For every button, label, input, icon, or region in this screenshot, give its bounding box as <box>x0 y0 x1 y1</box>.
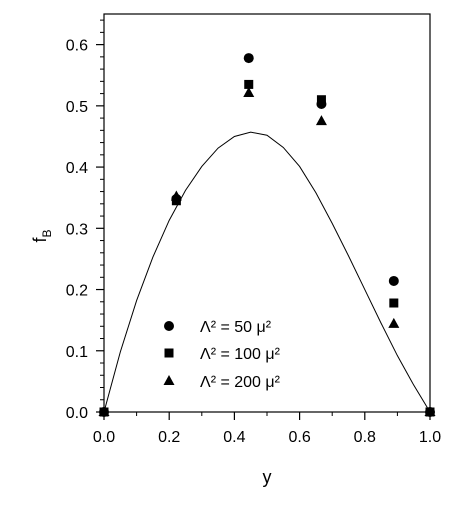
x-axis-ticks <box>103 412 431 420</box>
y-axis-tick-labels: 0.0 0.1 0.2 0.3 0.4 0.5 0.6 <box>66 38 88 422</box>
legend-label: Λ² = 200 μ² <box>200 374 281 391</box>
y-tick-label: 0.3 <box>66 221 88 238</box>
x-axis-title: y <box>263 467 272 487</box>
y-axis-title-subscript: B <box>40 229 54 237</box>
data-point-square <box>389 298 399 308</box>
legend-label: Λ² = 100 μ² <box>200 346 281 363</box>
legend: Λ² = 50 μ² Λ² = 100 μ² Λ² = 200 μ² <box>163 319 281 391</box>
data-point-triangle <box>315 115 327 126</box>
legend-label: Λ² = 50 μ² <box>200 319 272 336</box>
x-axis-tick-labels: 0.0 0.2 0.4 0.6 0.8 1.0 <box>93 429 441 446</box>
x-tick-label: 0.0 <box>93 429 115 446</box>
curve-layer <box>103 131 431 413</box>
data-point-triangle <box>424 406 436 416</box>
x-tick-label: 0.2 <box>158 429 180 446</box>
model-curve <box>103 131 431 413</box>
x-tick-label: 0.8 <box>354 429 376 446</box>
data-point-square <box>244 79 254 89</box>
y-axis-title-main: f <box>30 237 50 243</box>
data-point-triangle <box>170 190 182 201</box>
x-tick-label: 0.4 <box>223 429 245 446</box>
legend-marker-circle <box>164 321 174 331</box>
data-point-triangle <box>388 317 400 328</box>
y-tick-label: 0.1 <box>66 344 88 361</box>
y-tick-label: 0.6 <box>66 38 88 55</box>
x-tick-label: 1.0 <box>419 429 441 446</box>
y-tick-label: 0.4 <box>66 160 88 177</box>
y-tick-label: 0.5 <box>66 99 88 116</box>
data-point-circle <box>243 53 254 64</box>
legend-marker-square <box>164 348 174 358</box>
x-tick-label: 0.6 <box>288 429 310 446</box>
svg-text:fB: fB <box>30 229 54 242</box>
y-axis-ticks <box>96 19 104 413</box>
data-point-circle <box>388 275 399 286</box>
data-point-triangle <box>243 86 255 97</box>
legend-marker-triangle <box>163 375 175 385</box>
points-layer <box>98 53 436 417</box>
y-tick-label: 0.2 <box>66 283 88 300</box>
data-point-square <box>171 196 181 206</box>
data-point-triangle <box>98 406 110 416</box>
data-point-square <box>316 95 326 105</box>
y-axis-title: fB <box>30 229 54 242</box>
y-tick-label: 0.0 <box>66 405 88 422</box>
